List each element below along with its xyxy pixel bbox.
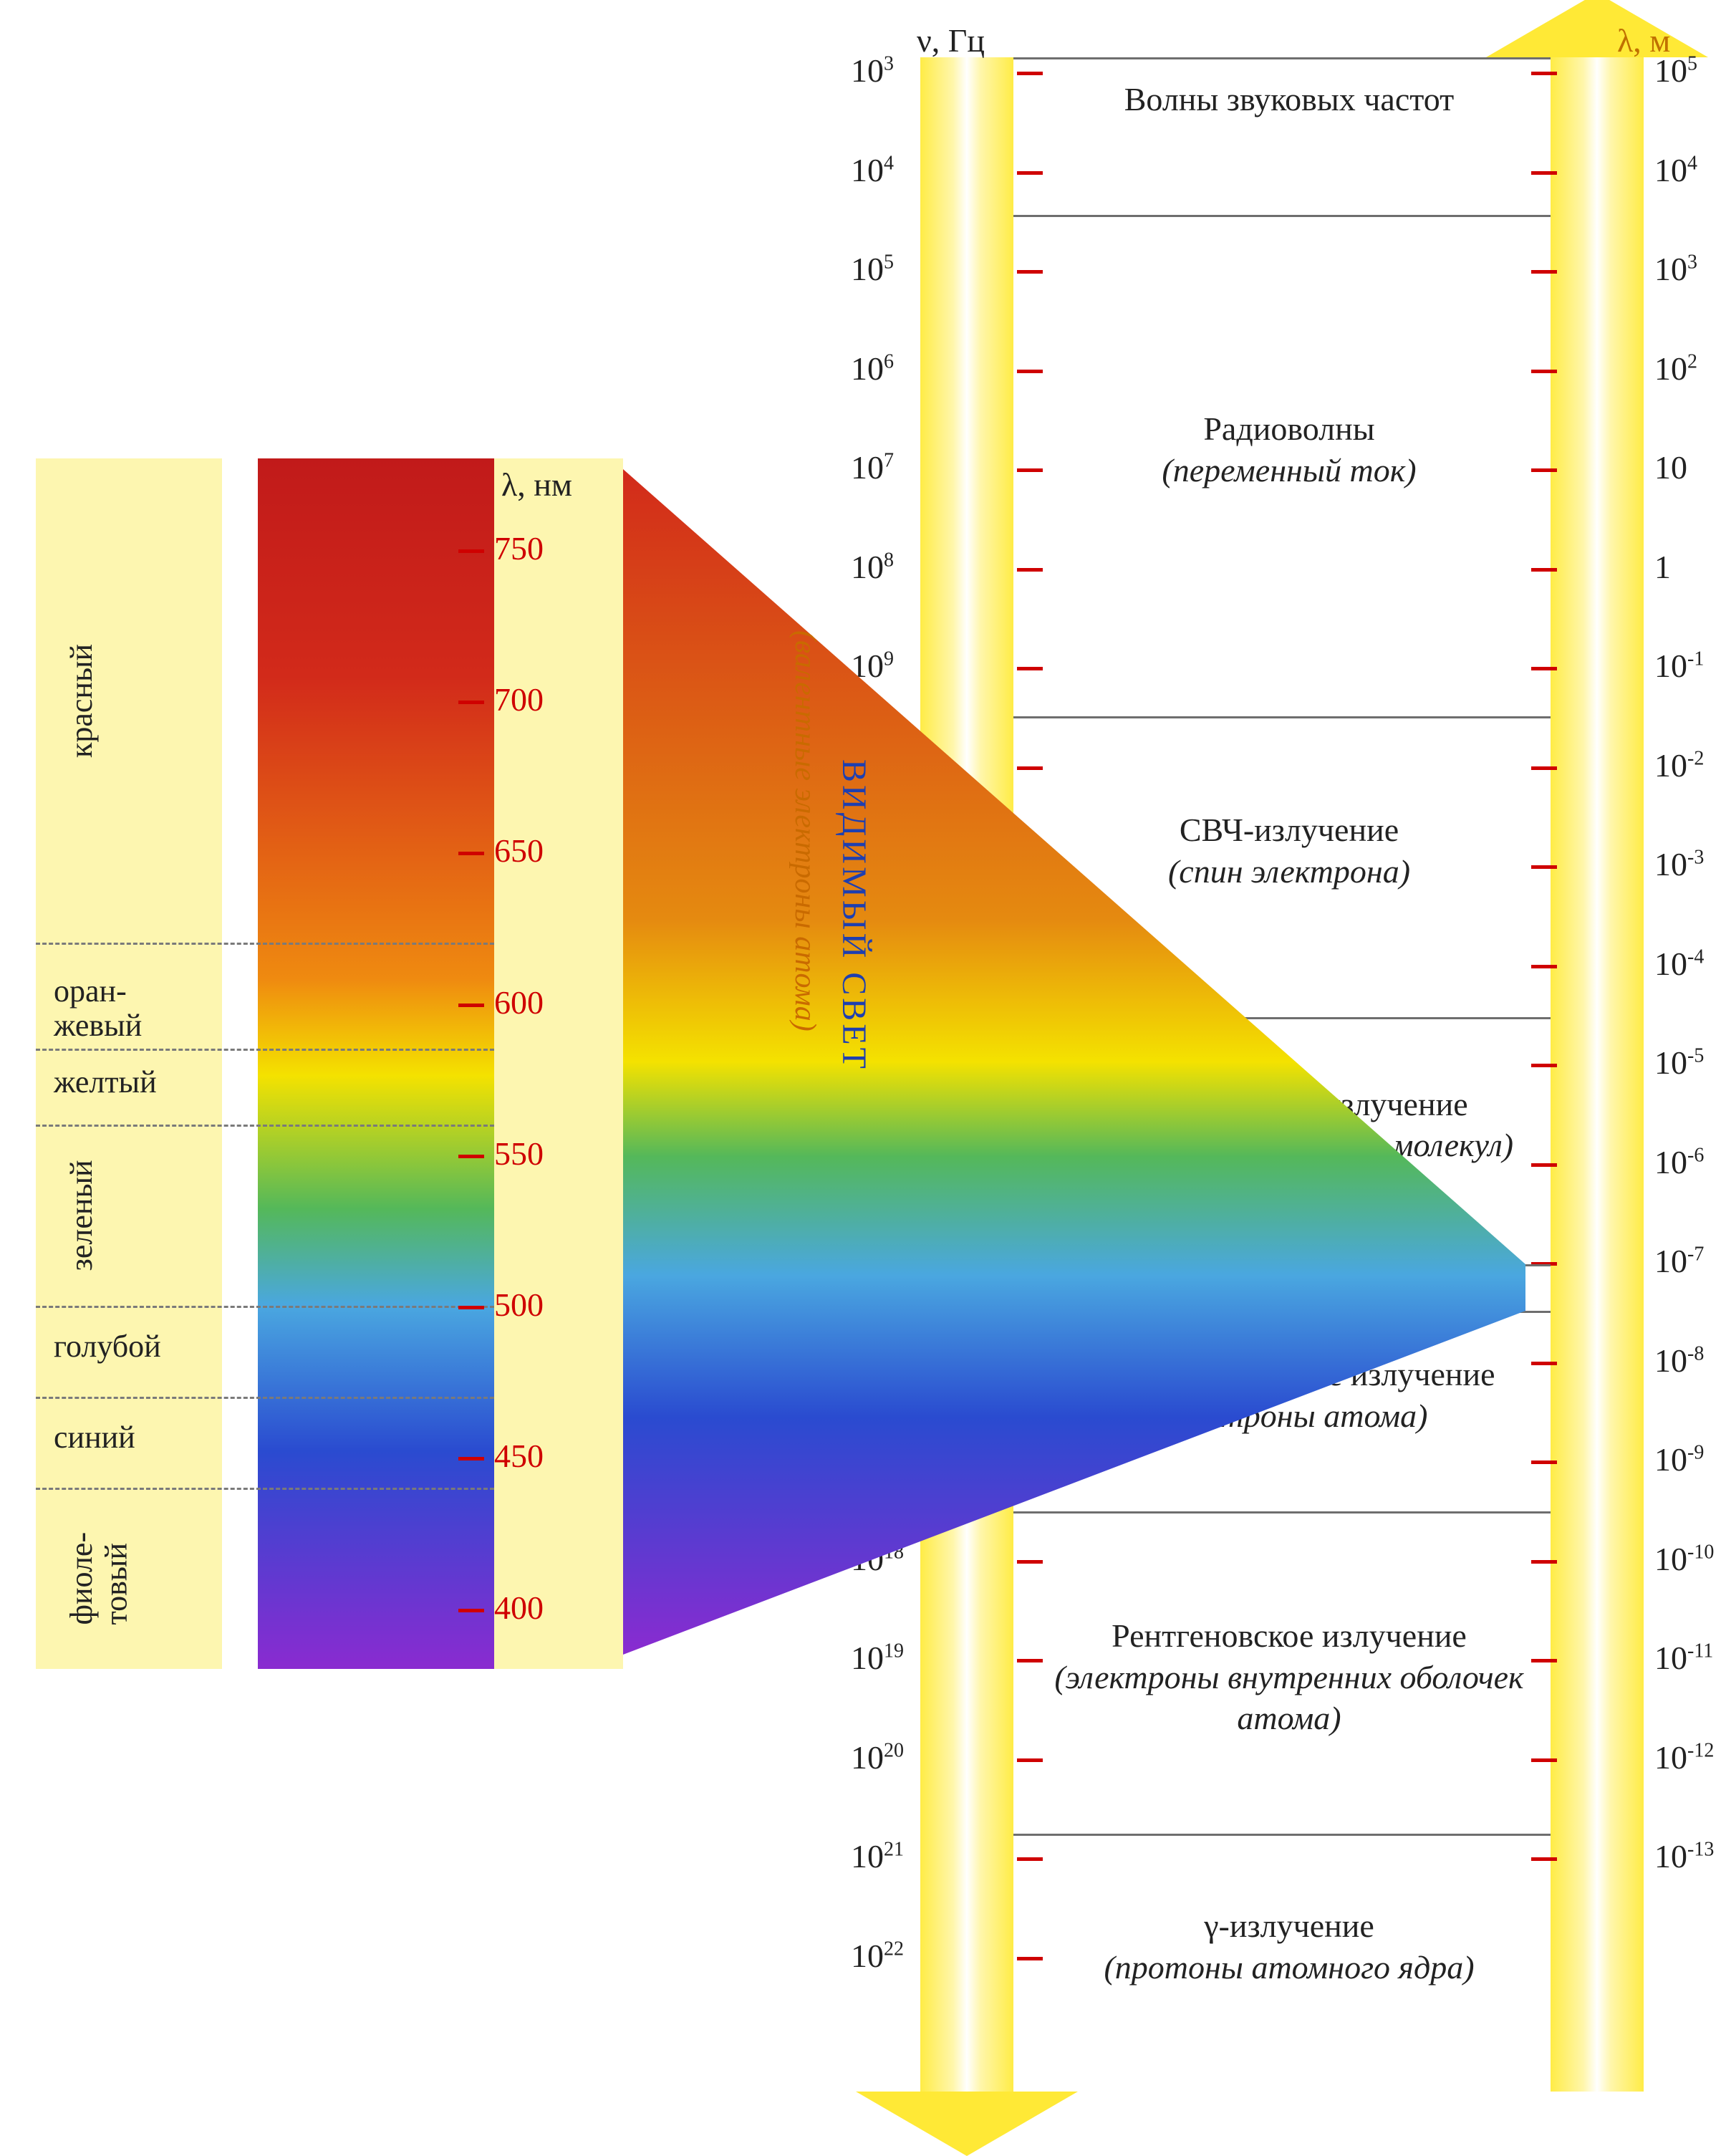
nm-tick-label: 700 [494, 680, 544, 718]
nm-tick-label: 650 [494, 832, 544, 870]
nm-tick-dash [458, 1609, 484, 1612]
nm-tick-dash [458, 549, 484, 553]
nm-axis-title: λ, нм [501, 466, 572, 504]
nm-tick-dash [458, 1155, 484, 1158]
nm-tick-label: 400 [494, 1589, 544, 1627]
nm-tick-dash [458, 1004, 484, 1007]
nm-tick-dash [458, 701, 484, 704]
visible-light-title: ВИДИМЫЙ СВЕТ [834, 759, 874, 1072]
nm-tick-label: 450 [494, 1437, 544, 1475]
nm-tick-dash [458, 1306, 484, 1309]
nm-tick-label: 600 [494, 983, 544, 1021]
nm-tick-dash [458, 1457, 484, 1460]
nm-tick-label: 750 [494, 529, 544, 567]
nm-axis-ticks: 750 700 650 600 550 500 450 400 [36, 458, 623, 1669]
visible-spectrum-panel: красныйоран- жевыйжелтыйзеленыйголубойси… [36, 458, 623, 1669]
nm-tick-label: 500 [494, 1286, 544, 1324]
nm-tick-label: 550 [494, 1135, 544, 1173]
visible-light-subtitle: (валентные электроны атома) [788, 630, 822, 1031]
nm-tick-dash [458, 852, 484, 855]
